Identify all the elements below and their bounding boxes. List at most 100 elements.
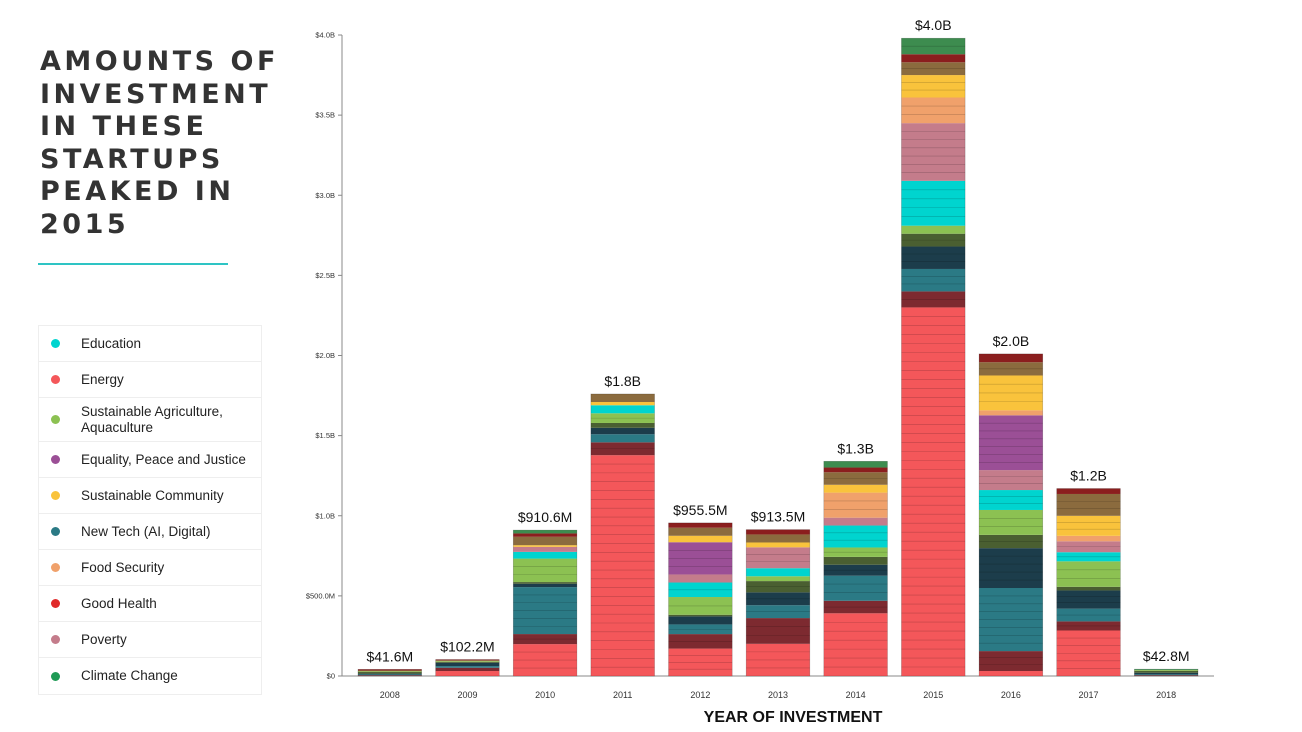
bar-segment (1056, 535, 1121, 542)
legend-item: Sustainable Agriculture, Aquaculture (39, 398, 261, 442)
bar-segment (823, 461, 888, 468)
bar-segment (979, 375, 1043, 411)
bar-segment (357, 673, 422, 675)
bar-segment (590, 442, 655, 456)
bar-outline (512, 529, 578, 677)
x-tick-label: 2014 (846, 690, 866, 700)
bar-segment (979, 588, 1043, 652)
x-tick-label: 2010 (535, 690, 555, 700)
bar-segment (435, 659, 500, 661)
legend-label: Equality, Peace and Justice (81, 451, 246, 467)
bar-segment (1056, 621, 1121, 631)
legend-dot-icon (51, 491, 60, 500)
bar-segment (979, 671, 1043, 676)
bar-segment (746, 605, 810, 619)
bar-outline (357, 669, 422, 677)
bar-segment (901, 38, 966, 55)
bar-segment (435, 660, 500, 662)
bar-segment (979, 651, 1043, 672)
legend-dot-icon (51, 635, 60, 644)
bar-segment (746, 568, 810, 577)
legend-dot-icon (51, 415, 60, 424)
bar-segment (435, 671, 500, 676)
bar-segment (979, 470, 1043, 491)
bar-segment (357, 670, 422, 672)
bar-outline (978, 353, 1044, 677)
bar-outline (668, 522, 733, 677)
bar-segment (746, 581, 810, 593)
bar-segment (1134, 669, 1199, 670)
bar-segment (1134, 672, 1199, 675)
legend-item: Sustainable Community (39, 478, 261, 514)
bar-outline (435, 659, 500, 677)
bar-segment (435, 662, 500, 667)
bar-segment (590, 434, 655, 443)
legend-label: Sustainable Community (81, 487, 224, 503)
bar-segment (668, 542, 733, 575)
bar-segment (513, 536, 577, 546)
bar-segment (979, 490, 1043, 510)
bar-segment (668, 527, 733, 536)
x-tick-label: 2009 (457, 690, 477, 700)
legend-label: Climate Change (81, 668, 178, 683)
bar-segment (979, 548, 1043, 589)
bar-segment (668, 522, 733, 528)
bar-segment (979, 410, 1043, 416)
bar-total-label: $1.3B (837, 440, 874, 456)
bar-segment (513, 558, 577, 583)
bar-segment (823, 517, 888, 526)
bar-segment (1056, 515, 1121, 536)
bar-segment (513, 545, 577, 547)
bar-segment (901, 123, 966, 181)
bar-total-label: $2.0B (993, 333, 1030, 349)
bar-segment (1056, 552, 1121, 562)
legend-label: Education (81, 335, 142, 351)
bar-total-label: $910.6M (518, 509, 572, 525)
bar-segment (823, 467, 888, 473)
x-tick-label: 2013 (768, 690, 788, 700)
bar-segment (1056, 493, 1121, 516)
legend-dot-icon (51, 671, 60, 681)
bar-segment (823, 484, 888, 493)
y-tick-label: $3.0B (315, 191, 335, 200)
bar-segment (979, 415, 1043, 471)
bar-segment (513, 644, 577, 676)
bar-segment (1056, 561, 1121, 587)
bar-segment (1056, 608, 1121, 622)
bar-segment (1056, 488, 1121, 494)
bar-segment (901, 62, 966, 76)
bar-segment (513, 533, 577, 537)
bar-segment (823, 525, 888, 548)
bar-segment (590, 405, 655, 414)
legend-label: Poverty (81, 631, 127, 647)
legend-label: Food Security (81, 559, 165, 575)
bar-outline (745, 529, 811, 677)
bar-segment (901, 225, 966, 234)
x-tick-label: 2015 (923, 690, 943, 700)
legend-item: Education (39, 326, 261, 362)
bar-segment (901, 246, 966, 269)
bar-segment (590, 422, 655, 428)
y-tick-label: $1.5B (315, 431, 335, 440)
bar-segment (901, 291, 966, 308)
y-tick-label: $2.5B (315, 271, 335, 280)
bar-total-label: $102.2M (440, 639, 494, 655)
bar-segment (823, 613, 888, 676)
bar-segment (357, 675, 422, 676)
y-tick-label: $500.0M (306, 591, 335, 600)
bar-segment (823, 556, 888, 565)
bar-segment (513, 551, 577, 559)
x-tick-label: 2016 (1001, 690, 1021, 700)
bar-segment (513, 587, 577, 635)
bar-segment (746, 547, 810, 569)
bar-segment (357, 672, 422, 674)
bar-segment (513, 583, 577, 588)
bar-segment (435, 661, 500, 663)
bar-segment (590, 455, 655, 676)
bar-segment (1134, 674, 1199, 676)
bar-segment (513, 530, 577, 534)
x-axis-title: YEAR OF INVESTMENT (704, 709, 883, 726)
bar-segment (979, 509, 1043, 535)
bar-outline (901, 37, 966, 677)
